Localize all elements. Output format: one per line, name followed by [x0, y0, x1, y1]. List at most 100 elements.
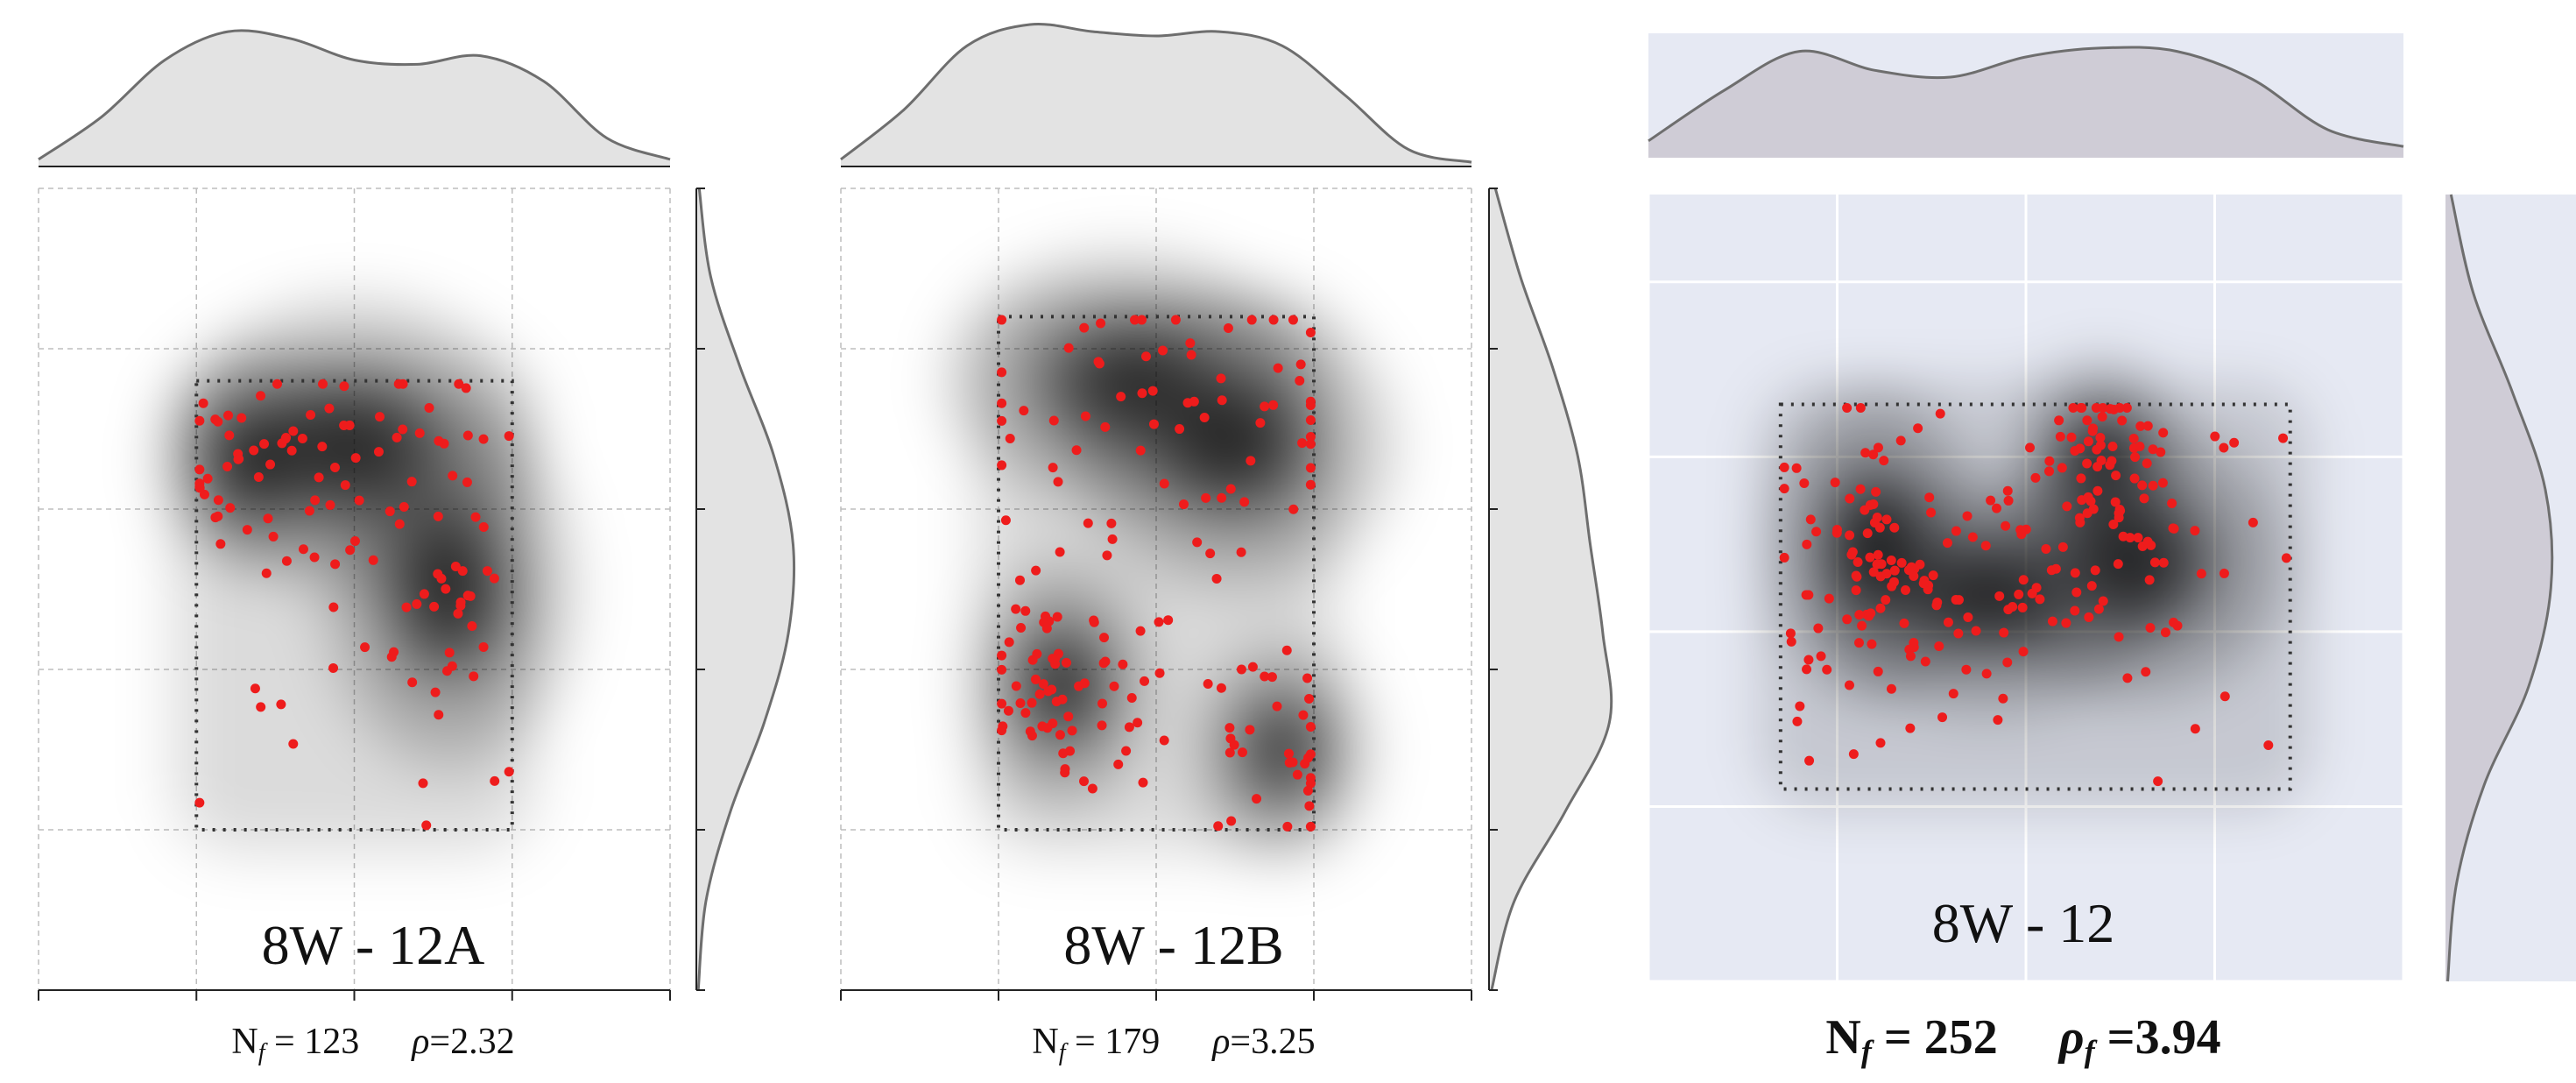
data-point: [1236, 547, 1246, 557]
data-point: [2137, 480, 2148, 491]
data-point: [213, 416, 223, 427]
data-point: [1159, 478, 1169, 489]
data-point: [1106, 518, 1117, 528]
data-point: [194, 464, 205, 475]
data-point: [2068, 402, 2078, 413]
data-point: [1853, 556, 1863, 567]
data-point: [1924, 492, 1935, 503]
data-point: [1304, 693, 1315, 704]
marginal-x-fill: [1648, 46, 2403, 159]
data-point: [1159, 735, 1169, 746]
marginal-x-fill: [39, 30, 670, 166]
data-point: [198, 398, 208, 408]
data-point: [1097, 698, 1107, 709]
panel-3-marginal-y: [2445, 194, 2576, 982]
data-point: [1926, 507, 1937, 518]
data-point: [997, 664, 1007, 675]
data-point: [1100, 421, 1111, 432]
data-point: [1133, 718, 1143, 728]
data-point: [1962, 511, 1973, 521]
data-point: [393, 379, 404, 389]
data-point: [1037, 721, 1048, 732]
data-point: [288, 739, 299, 749]
data-point: [1102, 550, 1112, 561]
data-point: [2263, 740, 2274, 750]
data-point: [1811, 527, 1822, 537]
data-point: [1130, 315, 1140, 325]
data-point: [1116, 392, 1126, 402]
panel-2-density: [951, 257, 1392, 856]
data-point: [478, 434, 489, 444]
data-point: [1216, 373, 1226, 384]
data-point: [465, 591, 476, 601]
data-point: [2031, 583, 2042, 593]
data-point: [1016, 623, 1027, 634]
data-point: [2030, 472, 2041, 483]
data-point: [223, 410, 234, 421]
data-point: [1097, 720, 1107, 731]
marginal-x-curve: [38, 29, 671, 161]
data-point: [375, 412, 385, 422]
data-point: [1305, 414, 1316, 425]
data-point: [2281, 553, 2291, 563]
data-point: [478, 521, 489, 532]
data-point: [1135, 445, 1146, 456]
panel-3-marginal-x: [1648, 33, 2404, 159]
data-point: [1779, 462, 1789, 472]
data-point: [2148, 480, 2158, 491]
marginal-y-fill: [1489, 188, 1612, 990]
data-point: [1305, 722, 1316, 733]
panel-2-main: [840, 188, 1472, 1001]
data-point: [1295, 375, 1305, 386]
marginal-x-fill: [841, 24, 1471, 166]
panel-2-bounding-frame: [997, 315, 1316, 832]
data-point: [236, 413, 247, 423]
panel-2-marginal-y: [1488, 188, 1613, 991]
data-point: [1305, 821, 1316, 832]
data-point: [504, 767, 514, 777]
data-point: [1148, 419, 1159, 429]
data-point: [1292, 769, 1302, 780]
data-point: [406, 477, 417, 487]
data-point: [1937, 712, 1948, 723]
data-point: [2153, 776, 2163, 787]
data-point: [1862, 528, 1873, 539]
data-point: [1154, 668, 1165, 678]
data-point: [2156, 447, 2166, 457]
data-point: [2071, 587, 2082, 598]
data-point: [2107, 441, 2118, 451]
data-point: [324, 403, 335, 414]
data-point: [2219, 442, 2229, 453]
marginal-x-curve: [840, 22, 1472, 164]
data-point: [1842, 402, 1853, 413]
data-point: [1027, 731, 1037, 741]
marginal-y-curve: [2446, 194, 2554, 982]
data-point: [1913, 423, 1923, 434]
data-point: [1083, 518, 1093, 528]
data-point: [470, 512, 481, 522]
data-point: [253, 471, 264, 482]
data-point: [1079, 322, 1090, 333]
data-point: [2130, 452, 2141, 463]
density-core: [1077, 347, 1172, 415]
panel-3-points: [1779, 402, 2291, 787]
data-point: [2002, 485, 2013, 496]
data-point: [1948, 689, 1958, 699]
data-point: [1011, 604, 1021, 614]
data-point: [281, 433, 292, 443]
panel-1-nf-subscript: f: [258, 1039, 268, 1066]
data-point: [1868, 499, 1879, 510]
panel-1-grid: [38, 188, 671, 991]
panel-1: 8W - 12A Nf = 123 ρ=2.32: [38, 29, 796, 1066]
data-point: [2090, 565, 2100, 576]
data-point: [1895, 435, 1906, 446]
data-point: [1848, 749, 1859, 760]
data-point: [222, 461, 233, 471]
data-point: [2107, 456, 2117, 466]
data-point: [1845, 530, 1855, 541]
data-point: [1067, 726, 1077, 736]
data-point: [1795, 701, 1805, 711]
data-point: [462, 430, 473, 441]
data-point: [202, 473, 213, 484]
